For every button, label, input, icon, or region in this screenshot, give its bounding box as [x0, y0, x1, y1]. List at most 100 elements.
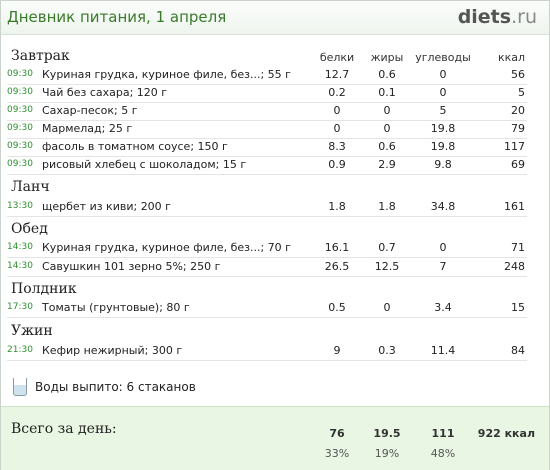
food-fat: 2.9	[378, 158, 396, 171]
logo-main: diets	[457, 6, 512, 28]
food-time: 14:30	[7, 261, 33, 271]
food-carbs: 0	[439, 68, 447, 81]
food-time: 09:30	[7, 123, 33, 133]
food-fat: 0.7	[378, 241, 396, 254]
food-kcal: 84	[511, 344, 525, 357]
food-time: 09:30	[7, 69, 33, 79]
food-fat: 0.1	[378, 86, 396, 99]
food-row[interactable]: 17:30 Томаты (грунтовые); 80 г 0.5 0 3.4…	[7, 298, 527, 318]
fat-percent: 19%	[374, 447, 400, 460]
food-carbs: 19.8	[430, 140, 456, 153]
meal-title-breakfast: Завтрак	[11, 48, 70, 64]
meal-title-snack: Полдник	[11, 281, 77, 297]
food-name: Чай без сахара; 120 г	[42, 86, 168, 99]
column-fat: жиры	[370, 51, 404, 64]
food-carbs: 5	[439, 104, 447, 117]
meal-title-dinner: Обед	[11, 221, 48, 237]
food-kcal: 248	[504, 260, 525, 273]
food-carbs: 0	[439, 241, 447, 254]
food-row[interactable]: 09:30 Куриная грудка, куриное филе, без.…	[7, 65, 527, 85]
total-fat: 19.5	[373, 427, 401, 440]
food-name: Куриная грудка, куриное филе, без...; 70…	[42, 241, 291, 254]
food-carbs: 19.8	[430, 122, 456, 135]
food-name: Кефир нежирный; 300 г	[42, 344, 183, 357]
food-fat: 0	[383, 301, 391, 314]
food-carbs: 7	[439, 260, 447, 273]
food-name: Сахар-песок; 5 г	[42, 104, 138, 117]
diary-header: Дневник питания, 1 апреля diets.ru	[1, 1, 549, 35]
food-time: 21:30	[7, 345, 33, 355]
food-fat: 12.5	[374, 260, 400, 273]
water-text: Воды выпито: 6 стаканов	[35, 380, 196, 394]
food-time: 17:30	[7, 302, 33, 312]
meal-title-supper: Ужин	[11, 323, 53, 339]
food-row[interactable]: 09:30 фасоль в томатном соусе; 150 г 8.3…	[7, 137, 527, 157]
food-carbs: 9.8	[434, 158, 452, 171]
food-kcal: 161	[504, 200, 525, 213]
food-protein: 0.2	[328, 86, 346, 99]
food-carbs: 11.4	[430, 344, 456, 357]
food-row[interactable]: 14:30 Савушкин 101 зерно 5%; 250 г 26.5 …	[7, 257, 527, 277]
glass-icon	[13, 378, 27, 396]
food-carbs: 3.4	[434, 301, 452, 314]
column-protein: белки	[319, 51, 355, 64]
food-time: 09:30	[7, 141, 33, 151]
food-row[interactable]: 09:30 Чай без сахара; 120 г 0.2 0.1 0 5	[7, 83, 527, 103]
food-protein: 0	[333, 122, 341, 135]
food-protein: 0.9	[328, 158, 346, 171]
food-time: 09:30	[7, 105, 33, 115]
food-fat: 0.6	[378, 140, 396, 153]
food-name: Савушкин 101 зерно 5%; 250 г	[42, 260, 221, 273]
food-protein: 12.7	[324, 68, 350, 81]
column-kcal: ккал	[497, 51, 525, 64]
food-kcal: 69	[511, 158, 525, 171]
food-name: щербет из киви; 200 г	[42, 200, 171, 213]
protein-percent: 33%	[324, 447, 350, 460]
food-kcal: 5	[518, 86, 525, 99]
water-intake: Воды выпито: 6 стаканов	[11, 375, 411, 399]
food-protein: 8.3	[328, 140, 346, 153]
total-protein: 76	[329, 427, 345, 440]
food-row[interactable]: 09:30 Мармелад; 25 г 0 0 19.8 79	[7, 119, 527, 139]
food-time: 09:30	[7, 87, 33, 97]
food-name: Томаты (грунтовые); 80 г	[42, 301, 190, 314]
food-time: 09:30	[7, 159, 33, 169]
food-protein: 9	[333, 344, 341, 357]
totals-label: Всего за день:	[11, 421, 117, 437]
food-protein: 0.5	[328, 301, 346, 314]
logo-suffix: .ru	[511, 6, 537, 28]
food-carbs: 0	[439, 86, 447, 99]
food-protein: 1.8	[328, 200, 346, 213]
food-row[interactable]: 14:30 Куриная грудка, куриное филе, без.…	[7, 238, 527, 258]
food-kcal: 117	[504, 140, 525, 153]
food-protein: 16.1	[324, 241, 350, 254]
food-row[interactable]: 21:30 Кефир нежирный; 300 г 9 0.3 11.4 8…	[7, 341, 527, 361]
column-carbs: углеводы	[415, 51, 471, 64]
food-fat: 1.8	[378, 200, 396, 213]
food-name: рисовый хлебец с шоколадом; 15 г	[42, 158, 247, 171]
food-fat: 0.6	[378, 68, 396, 81]
meal-title-lunch: Ланч	[11, 179, 50, 195]
carbs-percent: 48%	[430, 447, 456, 460]
food-protein: 0	[333, 104, 341, 117]
food-name: фасоль в томатном соусе; 150 г	[42, 140, 228, 153]
food-fat: 0.3	[378, 344, 396, 357]
food-fat: 0	[383, 104, 391, 117]
food-row[interactable]: 09:30 рисовый хлебец с шоколадом; 15 г 0…	[7, 155, 527, 175]
diets-logo[interactable]: diets.ru	[458, 6, 537, 28]
page-title: Дневник питания, 1 апреля	[7, 8, 227, 26]
food-fat: 0	[383, 122, 391, 135]
food-kcal: 79	[511, 122, 525, 135]
food-kcal: 56	[511, 68, 525, 81]
total-carbs: 111	[431, 427, 455, 440]
food-name: Куриная грудка, куриное филе, без...; 55…	[42, 68, 291, 81]
total-kcal: 922 ккал	[477, 427, 535, 440]
food-time: 14:30	[7, 242, 33, 252]
food-row[interactable]: 09:30 Сахар-песок; 5 г 0 0 5 20	[7, 101, 527, 121]
food-row[interactable]: 13:30 щербет из киви; 200 г 1.8 1.8 34.8…	[7, 197, 527, 217]
food-time: 13:30	[7, 201, 33, 211]
food-kcal: 20	[511, 104, 525, 117]
daily-totals: Всего за день: 76 19.5 111 922 ккал 33% …	[1, 406, 549, 470]
food-carbs: 34.8	[430, 200, 456, 213]
